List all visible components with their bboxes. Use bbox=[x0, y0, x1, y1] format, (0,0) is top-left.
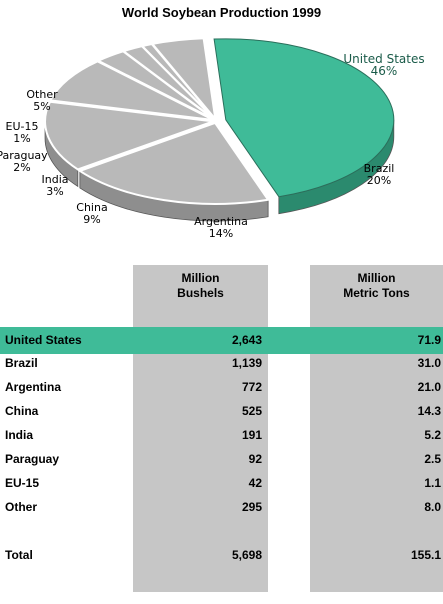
bushels-value: 295 bbox=[241, 500, 262, 514]
bushels-value: 772 bbox=[241, 380, 262, 394]
bushels-value: 92 bbox=[248, 452, 262, 466]
country-name: Argentina bbox=[5, 380, 62, 394]
tons-value: 155.1 bbox=[410, 548, 441, 562]
table-row: Paraguay 92 2.5 bbox=[0, 449, 443, 469]
pie-label-eu-15: EU-15 bbox=[6, 120, 39, 133]
pie-label-other: Other bbox=[26, 88, 58, 101]
pie-slice-united-states bbox=[213, 38, 395, 198]
tons-value: 14.3 bbox=[417, 404, 441, 418]
tons-header-line-1: Million bbox=[357, 271, 396, 285]
pie-label-china: China bbox=[76, 201, 107, 214]
bushels-value: 525 bbox=[241, 404, 262, 418]
table-row: Other 295 8.0 bbox=[0, 497, 443, 517]
pie-slice-china bbox=[48, 60, 214, 121]
bushels-header-line-1: Million bbox=[181, 271, 220, 285]
bushels-column-header: Million Bushels bbox=[133, 271, 268, 301]
pie-value-label-united-states: 46% bbox=[371, 64, 398, 78]
pie-value-label-brazil: 20% bbox=[367, 174, 391, 187]
country-name: United States bbox=[5, 333, 82, 347]
pie-slice-brazil bbox=[77, 121, 270, 205]
table-row: EU-15 42 1.1 bbox=[0, 473, 443, 493]
bushels-value: 42 bbox=[248, 476, 262, 490]
country-name: China bbox=[5, 404, 39, 418]
country-name: EU-15 bbox=[5, 476, 40, 490]
bushels-value: 191 bbox=[241, 428, 262, 442]
tons-value: 21.0 bbox=[417, 380, 441, 394]
country-name: India bbox=[5, 428, 34, 442]
pie-label-paraguay: Paraguay bbox=[0, 149, 48, 162]
pie-label-argentina: Argentina bbox=[194, 215, 248, 228]
pie-label-united-states: United States bbox=[343, 52, 424, 66]
pie-slice-other bbox=[150, 37, 217, 123]
pie-label-india: India bbox=[42, 173, 69, 186]
country-name: Other bbox=[5, 500, 38, 514]
bushels-header-line-2: Bushels bbox=[177, 286, 224, 300]
tons-value: 71.9 bbox=[417, 333, 441, 347]
tons-value: 31.0 bbox=[417, 356, 441, 370]
pie-label-brazil: Brazil bbox=[364, 162, 395, 175]
tons-header-line-2: Metric Tons bbox=[343, 286, 410, 300]
pie-value-label-argentina: 14% bbox=[209, 227, 233, 240]
table-row: Brazil 1,139 31.0 bbox=[0, 353, 443, 373]
tons-column-bg bbox=[310, 265, 443, 592]
country-name: Total bbox=[5, 548, 33, 562]
pie-value-label-india: 3% bbox=[46, 185, 63, 198]
tons-value: 2.5 bbox=[424, 452, 441, 466]
bushels-value: 1,139 bbox=[231, 356, 262, 370]
tons-value: 5.2 bbox=[424, 428, 441, 442]
chart-title: World Soybean Production 1999 bbox=[121, 5, 322, 20]
pie-value-label-paraguay: 2% bbox=[13, 161, 30, 174]
total-row: Total 5,698 155.1 bbox=[0, 545, 443, 565]
pie-slice-argentina bbox=[44, 100, 214, 171]
tons-value: 1.1 bbox=[424, 476, 441, 490]
table-row: United States 2,643 71.9 bbox=[0, 330, 443, 350]
table-row: Argentina 772 21.0 bbox=[0, 377, 443, 397]
tons-column-header: Million Metric Tons bbox=[310, 271, 443, 301]
bushels-value: 5,698 bbox=[231, 548, 262, 562]
table-row: China 525 14.3 bbox=[0, 401, 443, 421]
highlight-row-band bbox=[0, 327, 443, 354]
bushels-value: 2,643 bbox=[231, 333, 262, 347]
bushels-column-bg bbox=[133, 265, 268, 592]
tons-value: 8.0 bbox=[424, 500, 441, 514]
country-name: Paraguay bbox=[5, 452, 60, 466]
pie-value-label-other: 5% bbox=[33, 100, 50, 113]
pie-value-label-eu-15: 1% bbox=[13, 132, 30, 145]
table-row: India 191 5.2 bbox=[0, 425, 443, 445]
pie-value-label-china: 9% bbox=[83, 213, 100, 226]
country-name: Brazil bbox=[5, 356, 38, 370]
